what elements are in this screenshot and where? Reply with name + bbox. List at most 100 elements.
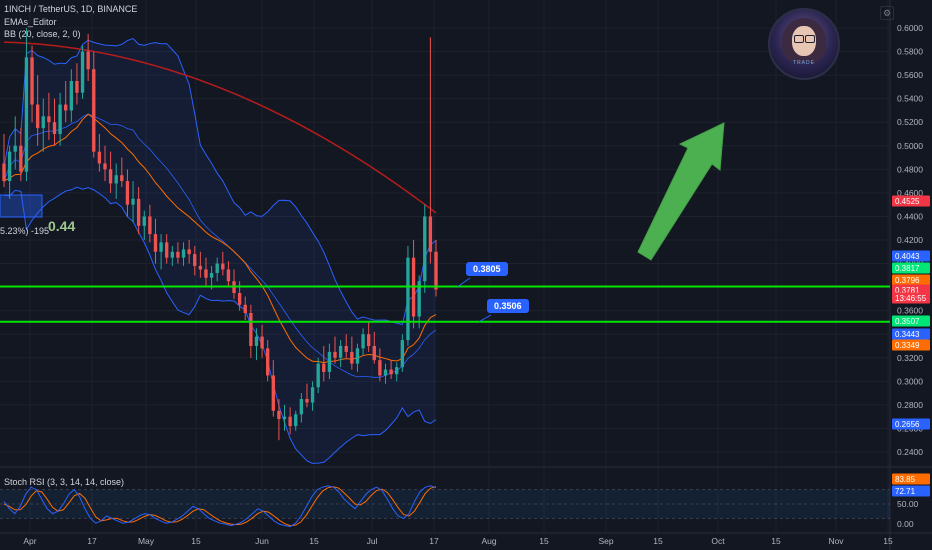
candle-body <box>92 69 96 152</box>
time-tick-label: Sep <box>598 536 613 546</box>
candle-body <box>243 304 247 314</box>
candle-body <box>204 269 208 278</box>
candle-body <box>75 81 79 93</box>
candle-body <box>277 410 281 420</box>
up-arrow-icon <box>637 122 725 261</box>
stoch-rsi-legend[interactable]: Stoch RSI (3, 3, 14, 14, close) <box>4 477 125 487</box>
price-badge <box>892 418 930 430</box>
price-badge <box>892 328 930 340</box>
price-badge <box>892 274 930 286</box>
avatar-glasses-icon <box>805 35 815 43</box>
price-badge-label: 0.3443 <box>895 330 920 339</box>
price-badge-label: 0.3796 <box>895 276 920 285</box>
price-badge-label: 0.3781 <box>895 286 920 295</box>
candle-body <box>52 122 57 134</box>
horizontal-levels <box>0 277 890 323</box>
candle-body <box>97 151 102 164</box>
ema-orange-line <box>3 113 437 364</box>
level-callout[interactable]: 0.3506 <box>487 299 529 313</box>
price-tick-label: 0.2800 <box>897 400 923 410</box>
candle-body <box>282 416 287 420</box>
ema-legend[interactable]: EMAs_Editor <box>4 17 57 27</box>
rsi-tick-label: 0.00 <box>897 519 914 529</box>
candle-body <box>288 416 292 427</box>
price-tick-label: 0.2400 <box>897 447 923 457</box>
candle-body <box>187 249 191 255</box>
candle-body <box>344 346 348 352</box>
time-tick-label: Jun <box>255 536 269 546</box>
stoch-rsi-k-line <box>3 485 437 528</box>
candle-body <box>226 269 231 282</box>
candle-body <box>221 263 225 270</box>
candle-body <box>423 216 427 282</box>
candlesticks <box>2 28 438 441</box>
time-tick-label: Nov <box>828 536 844 546</box>
price-tick-label: 0.5600 <box>897 70 923 80</box>
author-avatar: TRADE <box>768 8 840 80</box>
level-callout[interactable]: 0.3805 <box>466 262 508 276</box>
price-badge-label: 0.2656 <box>895 420 920 429</box>
rsi-badge <box>892 473 930 485</box>
time-tick-label: Apr <box>23 536 36 546</box>
stoch-rsi-pane <box>0 485 890 528</box>
candle-body <box>400 340 405 368</box>
candle-body <box>249 313 253 346</box>
candle-body <box>237 293 242 305</box>
price-tick-label: 0.5000 <box>897 141 923 151</box>
candle-body <box>153 234 158 252</box>
price-axis: 0.6000 0.5800 0.5600 0.5400 0.5200 0.5000 0.48… <box>892 23 930 529</box>
time-tick-label: 15 <box>309 536 319 546</box>
candle-body <box>260 336 264 349</box>
candle-body <box>361 334 365 349</box>
candle-body <box>7 151 12 182</box>
time-tick-label: Aug <box>481 536 496 546</box>
time-tick-label: 15 <box>771 536 781 546</box>
avatar-ring-text: TRADE <box>793 60 815 66</box>
candle-body <box>417 281 421 317</box>
candle-body <box>64 104 68 111</box>
stoch-rsi-d-line <box>3 486 437 527</box>
avatar-glasses-icon <box>794 35 804 43</box>
settings-gear-icon[interactable]: ⚙ <box>880 6 894 20</box>
bollinger-lower-line <box>3 186 437 464</box>
candle-body <box>69 81 74 111</box>
price-tick-label: 0.6000 <box>897 23 923 33</box>
candle-body <box>131 198 135 205</box>
rsi-badge-label: 83.85 <box>895 475 916 484</box>
candle-body <box>305 399 309 403</box>
price-badge <box>892 250 930 262</box>
candle-body <box>294 414 298 427</box>
avatar-face <box>792 26 816 56</box>
price-badge-label: 0.3817 <box>895 264 920 273</box>
candle-body <box>316 363 320 388</box>
symbol-legend[interactable]: 1INCH / TetherUS, 1D, BINANCE <box>4 4 138 14</box>
candle-body <box>58 104 62 134</box>
candle-body <box>266 348 270 376</box>
candle-body <box>19 145 23 172</box>
price-badge <box>892 315 930 327</box>
time-tick-label: 17 <box>87 536 97 546</box>
candle-body <box>125 181 130 205</box>
price-tick-label: 0.3200 <box>897 353 923 363</box>
price-badge <box>892 195 930 207</box>
price-tick-label: 0.5400 <box>897 94 923 104</box>
price-tick-label: 0.5200 <box>897 117 923 127</box>
candle-body <box>271 375 275 411</box>
candle-body <box>2 163 6 182</box>
candle-body <box>428 216 433 252</box>
candle-body <box>254 336 259 346</box>
candle-body <box>372 346 376 361</box>
price-badge-label: 0.3349 <box>895 341 920 350</box>
price-badge-label: 0.4043 <box>895 252 920 261</box>
time-tick-label: 15 <box>883 536 893 546</box>
price-tick-label: 0.4600 <box>897 188 923 198</box>
price-badge-label: 0.3507 <box>895 317 920 326</box>
price-badge <box>892 339 930 351</box>
price-tick-label: 0.3600 <box>897 306 923 316</box>
candle-body <box>176 251 180 258</box>
bb-legend[interactable]: BB (20, close, 2, 0) <box>4 29 81 39</box>
time-tick-label: Jul <box>367 536 378 546</box>
candle-body <box>159 242 163 252</box>
